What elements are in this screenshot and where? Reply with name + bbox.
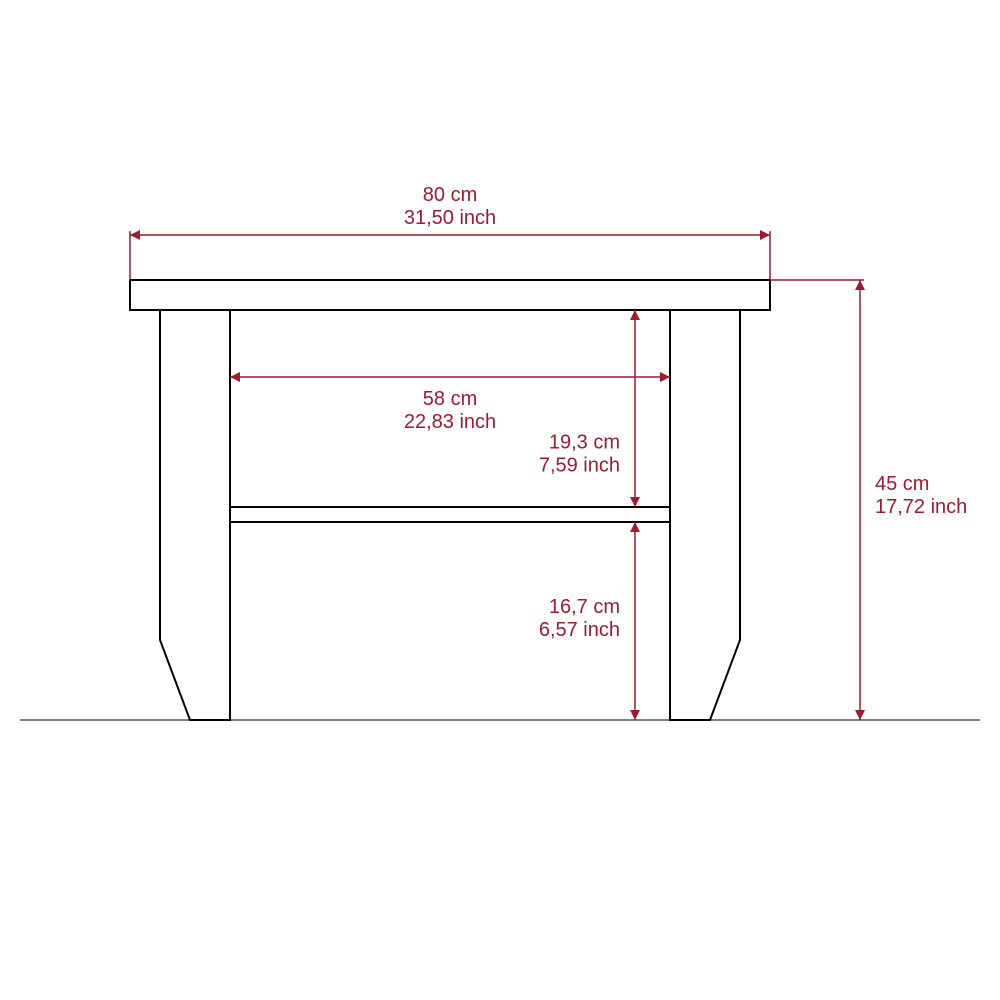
svg-text:19,3 cm7,59 inch: 19,3 cm7,59 inch	[539, 432, 620, 477]
svg-text:80 cm31,50 inch: 80 cm31,50 inch	[404, 184, 496, 229]
svg-text:16,7 cm6,57 inch: 16,7 cm6,57 inch	[539, 596, 620, 641]
svg-text:45 cm17,72 inch: 45 cm17,72 inch	[875, 473, 967, 518]
technical-drawing: 80 cm31,50 inch 58 cm22,83 inch 19,3 cm7,5…	[0, 0, 1000, 1000]
svg-text:58 cm22,83 inch: 58 cm22,83 inch	[404, 388, 496, 433]
